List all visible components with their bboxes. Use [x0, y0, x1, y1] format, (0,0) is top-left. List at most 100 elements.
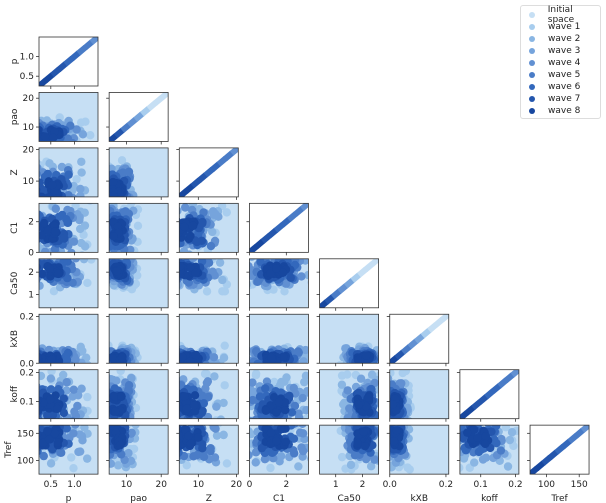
legend-item: Initial space	[529, 5, 600, 25]
x-axis-label: kXB	[410, 494, 428, 503]
panel-p-vs-Z: 10 20 Z	[10, 145, 99, 200]
panel-p-vs-p: 0.5 1.0p	[10, 36, 99, 89]
x-tick-label: 0.0	[383, 480, 398, 490]
x-tick-label: 20	[155, 480, 167, 490]
panel-Z-vs-C1	[176, 202, 239, 256]
panel-Z-vs-koff	[176, 369, 239, 422]
legend-item: wave 4	[529, 57, 580, 68]
marker-icon	[529, 23, 535, 30]
panel-C1-vs-koff	[246, 369, 309, 422]
x-tick-label: 0	[247, 480, 253, 490]
x-tick-label: 0.5	[44, 480, 58, 490]
panel-Z-vs-Z	[176, 147, 239, 200]
y-axis-label: Z	[10, 169, 20, 175]
panel-koff-vs-koff	[456, 369, 520, 422]
marker-icon	[529, 11, 535, 18]
y-axis-label: Ca50	[10, 271, 20, 295]
panel-pao-vs-Ca50	[106, 258, 169, 311]
panel-pao-vs-pao	[106, 92, 169, 145]
y-tick-label: 1.0	[20, 53, 35, 63]
x-axis-label: Ca50	[337, 494, 361, 503]
x-tick-label: 10	[193, 480, 205, 490]
legend-item: wave 5	[529, 69, 580, 80]
marker-icon	[529, 35, 535, 42]
y-tick-label: 20	[23, 94, 35, 104]
y-axis-label: pao	[10, 108, 20, 125]
y-tick-label: 0.2	[20, 369, 34, 379]
y-tick-label: 0.2	[20, 313, 34, 323]
panel-C1-vs-Tref: 0 2 C1	[246, 424, 309, 503]
panel-pao-vs-Z	[106, 147, 169, 200]
marker-icon	[529, 83, 535, 90]
y-tick-label: 10	[23, 177, 35, 187]
x-axis-label: p	[66, 494, 72, 503]
y-tick-label: 2	[28, 218, 34, 228]
y-axis-label: koff	[10, 385, 20, 402]
legend-item: wave 3	[529, 45, 580, 56]
panel-C1-vs-C1	[246, 202, 309, 256]
legend-item: wave 8	[529, 105, 580, 116]
y-tick-label: 0.0	[20, 359, 35, 369]
panel-Ca50-vs-kXB	[316, 313, 380, 367]
y-tick-label: 150	[17, 429, 34, 439]
x-axis-label: Tref	[550, 494, 568, 503]
y-axis-label: kXB	[10, 330, 20, 348]
panel-pao-vs-C1	[106, 202, 169, 256]
panel-kXB-vs-Tref: 0.0 0.2 kXB	[383, 424, 453, 503]
panel-Ca50-vs-Tref: 1 2 Ca50	[316, 424, 380, 503]
x-tick-label: 1	[333, 480, 339, 490]
x-axis-label: Z	[206, 494, 212, 503]
marker-icon	[529, 71, 535, 78]
legend-item: wave 1	[529, 21, 580, 32]
y-tick-label: 2	[28, 268, 34, 278]
legend-item: wave 6	[529, 81, 580, 92]
marker-icon	[529, 59, 535, 66]
x-tick-label: 0.2	[439, 480, 453, 490]
panel-pao-vs-kXB	[106, 313, 169, 367]
marker-icon	[529, 107, 535, 114]
x-axis-label: pao	[130, 494, 147, 503]
y-tick-label: 20	[23, 145, 35, 155]
panel-kXB-vs-koff	[386, 369, 450, 422]
x-tick-label: 1.0	[67, 480, 82, 490]
panel-kXB-vs-kXB	[386, 313, 450, 367]
panel-C1-vs-kXB	[246, 313, 309, 367]
marker-icon	[529, 47, 535, 54]
x-axis-label: C1	[273, 494, 285, 503]
panel-pao-vs-koff	[106, 369, 169, 422]
panel-Z-vs-Tref: 10 20 Z	[176, 424, 243, 503]
y-tick-label: 10	[23, 123, 35, 133]
y-tick-label: 100	[17, 457, 34, 467]
marker-icon	[529, 95, 535, 102]
y-tick-label: 0	[28, 248, 34, 258]
legend-item: wave 2	[529, 33, 580, 44]
x-tick-label: 10	[121, 480, 133, 490]
x-tick-label: 0.2	[508, 480, 522, 490]
x-axis-label: koff	[481, 494, 498, 503]
y-axis-label: C1	[10, 222, 20, 234]
panel-Ca50-vs-Ca50	[316, 258, 380, 311]
legend-item: wave 7	[529, 93, 580, 104]
x-tick-label: 2	[283, 480, 289, 490]
y-tick-label: 0.5	[20, 72, 34, 82]
panel-pao-vs-Tref: 10 20 pao	[106, 424, 169, 503]
y-axis-label: Tref	[4, 441, 14, 459]
panel-p-vs-C1: 0 2 C1	[10, 202, 99, 258]
panel-p-vs-Ca50: 1 2 Ca50	[10, 258, 99, 311]
y-tick-label: 0.1	[20, 397, 34, 407]
panel-Ca50-vs-koff	[316, 369, 380, 422]
panel-Z-vs-kXB	[176, 313, 239, 367]
y-tick-label: 1	[28, 290, 34, 300]
legend: Initial space wave 1 wave 2 wave 3 wave …	[520, 5, 601, 119]
panel-C1-vs-Ca50	[246, 258, 309, 311]
x-tick-label: 20	[231, 480, 243, 490]
y-axis-label: p	[10, 58, 20, 64]
x-tick-label: 100	[538, 480, 555, 490]
panel-Z-vs-Ca50	[176, 258, 239, 311]
